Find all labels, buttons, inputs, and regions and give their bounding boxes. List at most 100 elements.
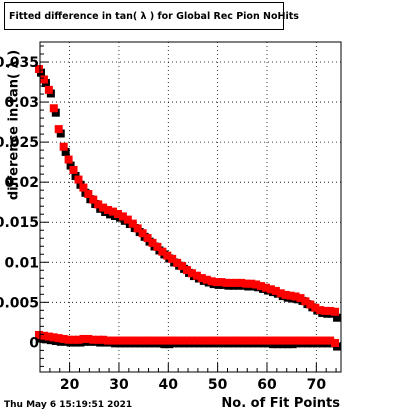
red-square-marker bbox=[138, 336, 147, 345]
red-square-marker bbox=[316, 306, 325, 315]
red-square-marker bbox=[133, 336, 142, 345]
red-square-marker bbox=[197, 336, 206, 345]
red-square-marker bbox=[99, 335, 108, 344]
red-square-marker bbox=[202, 275, 211, 284]
red-square-marker bbox=[242, 336, 251, 345]
x-tick-label: 30 bbox=[109, 377, 129, 393]
red-square-marker bbox=[311, 303, 320, 312]
x-axis-label: No. of Fit Points bbox=[221, 396, 340, 411]
red-square-marker bbox=[252, 336, 261, 345]
red-square-marker bbox=[286, 291, 295, 300]
red-square-marker bbox=[59, 334, 68, 343]
red-square-marker bbox=[187, 269, 196, 278]
red-square-marker bbox=[84, 334, 93, 343]
red-square-marker bbox=[276, 289, 285, 298]
red-square-marker bbox=[94, 335, 103, 344]
x-tick-label: 40 bbox=[159, 377, 179, 393]
red-square-marker bbox=[207, 336, 216, 345]
red-square-marker bbox=[118, 336, 127, 345]
red-square-marker bbox=[148, 238, 157, 247]
grid-lines bbox=[40, 42, 341, 372]
red-square-marker bbox=[222, 278, 231, 287]
red-square-marker bbox=[192, 271, 201, 280]
red-square-marker bbox=[227, 336, 236, 345]
red-square-marker bbox=[237, 278, 246, 287]
red-square-marker bbox=[153, 336, 162, 345]
red-square-marker bbox=[247, 336, 256, 345]
red-square-marker bbox=[301, 336, 310, 345]
red-square-marker bbox=[316, 336, 325, 345]
red-square-marker bbox=[291, 336, 300, 345]
y-tick-label: 0.025 bbox=[0, 135, 39, 151]
red-square-marker bbox=[296, 336, 305, 345]
black-square-marker bbox=[51, 108, 60, 117]
red-square-marker bbox=[271, 286, 280, 295]
chart-title: Fitted difference in tan( λ ) for Global… bbox=[9, 10, 299, 22]
red-square-marker bbox=[148, 336, 157, 345]
red-square-marker bbox=[252, 280, 261, 289]
red-square-marker bbox=[64, 155, 73, 164]
red-square-marker bbox=[49, 333, 58, 342]
red-square-marker bbox=[158, 247, 167, 256]
data-markers bbox=[35, 65, 342, 351]
y-tick-label: 0.02 bbox=[4, 175, 39, 191]
red-square-marker bbox=[104, 206, 113, 215]
red-square-marker bbox=[84, 189, 93, 198]
red-square-marker bbox=[286, 336, 295, 345]
red-square-marker bbox=[54, 125, 63, 134]
red-square-marker bbox=[69, 335, 78, 344]
red-square-marker bbox=[217, 336, 226, 345]
red-square-marker bbox=[197, 274, 206, 283]
red-square-marker bbox=[143, 336, 152, 345]
red-square-marker bbox=[257, 336, 266, 345]
red-square-marker bbox=[113, 336, 122, 345]
red-square-marker bbox=[123, 336, 132, 345]
red-square-marker bbox=[54, 334, 63, 343]
x-tick-label: 60 bbox=[257, 377, 277, 393]
red-square-marker bbox=[39, 75, 48, 84]
red-square-marker bbox=[133, 224, 142, 233]
red-square-marker bbox=[74, 175, 83, 184]
y-tick-label: 0 bbox=[29, 335, 39, 351]
red-square-marker bbox=[99, 203, 108, 212]
plot-frame bbox=[39, 41, 342, 373]
red-square-marker bbox=[326, 306, 335, 315]
red-square-marker bbox=[232, 278, 241, 287]
red-square-marker bbox=[35, 65, 43, 74]
red-square-marker bbox=[291, 292, 300, 301]
red-square-marker bbox=[207, 277, 216, 286]
red-square-marker bbox=[178, 336, 187, 345]
red-square-marker bbox=[64, 335, 73, 344]
red-square-marker bbox=[271, 336, 280, 345]
red-square-marker bbox=[187, 336, 196, 345]
red-square-marker bbox=[138, 229, 147, 238]
y-tick-label: 0.005 bbox=[0, 295, 39, 311]
red-square-marker bbox=[311, 336, 320, 345]
red-square-marker bbox=[89, 195, 98, 204]
y-tick-label: 0.015 bbox=[0, 215, 39, 231]
red-square-marker bbox=[178, 262, 187, 271]
red-square-marker bbox=[109, 207, 118, 216]
x-tick-label: 20 bbox=[60, 377, 80, 393]
red-square-marker bbox=[326, 336, 335, 345]
black-square-marker bbox=[333, 313, 342, 322]
y-axis-label: difference in tan( λ ) bbox=[6, 49, 22, 201]
red-square-marker bbox=[192, 336, 201, 345]
black-square-marker bbox=[66, 161, 75, 170]
red-square-marker bbox=[242, 279, 251, 288]
red-square-marker bbox=[306, 300, 315, 309]
black-square-marker bbox=[61, 147, 70, 156]
red-square-marker bbox=[59, 142, 68, 151]
red-square-marker bbox=[44, 85, 53, 94]
red-square-marker bbox=[163, 251, 172, 260]
red-square-marker bbox=[331, 307, 340, 316]
red-square-marker bbox=[202, 336, 211, 345]
red-square-marker bbox=[123, 215, 132, 224]
red-square-marker bbox=[49, 104, 58, 113]
red-square-marker bbox=[183, 336, 192, 345]
red-square-marker bbox=[39, 331, 48, 340]
x-tick-label: 50 bbox=[208, 377, 228, 393]
red-square-marker bbox=[173, 336, 182, 345]
red-square-marker bbox=[163, 336, 172, 345]
